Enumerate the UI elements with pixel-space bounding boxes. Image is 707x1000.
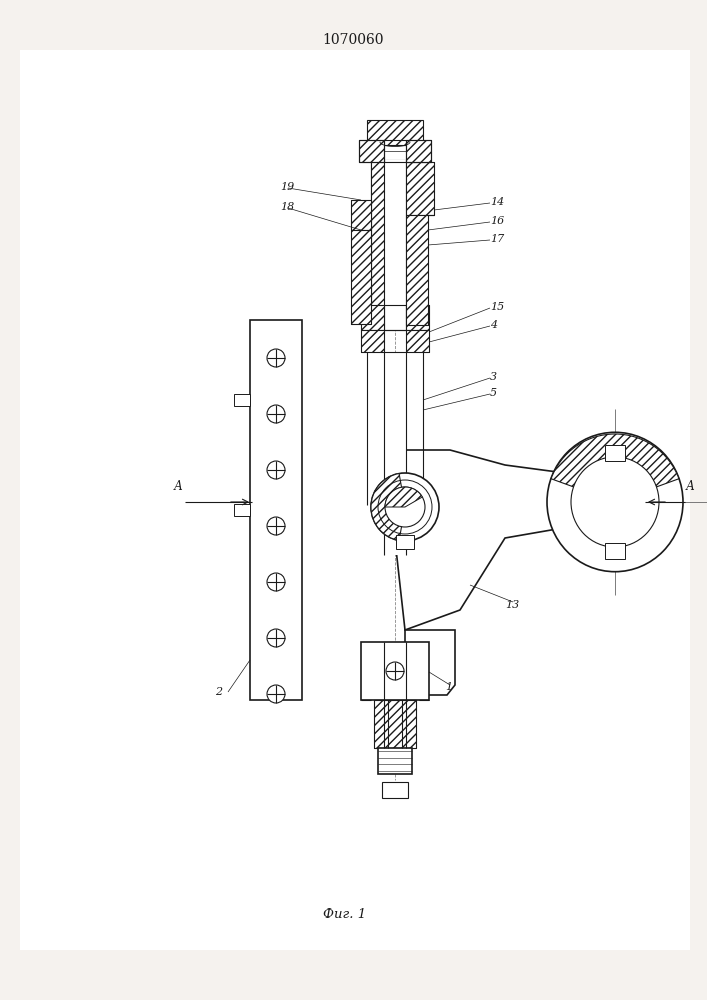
Text: 14: 14 — [490, 197, 504, 207]
Bar — [406, 140, 431, 162]
Bar — [406, 330, 429, 352]
Bar — [384, 160, 406, 330]
Text: 4: 4 — [490, 320, 497, 330]
Bar — [359, 140, 384, 162]
Text: 18: 18 — [280, 202, 294, 212]
Polygon shape — [385, 450, 580, 630]
Bar — [361, 642, 429, 700]
Bar — [234, 504, 250, 516]
Text: А: А — [686, 480, 694, 493]
Bar — [361, 305, 384, 330]
Bar — [351, 200, 371, 230]
Bar — [351, 230, 371, 324]
Bar — [605, 445, 625, 461]
Bar — [406, 215, 428, 325]
Wedge shape — [385, 487, 422, 507]
Circle shape — [267, 685, 285, 703]
Ellipse shape — [547, 432, 683, 572]
Bar — [374, 700, 416, 748]
Text: Фиг. 1: Фиг. 1 — [323, 908, 366, 922]
Bar — [406, 160, 419, 330]
Bar — [367, 120, 423, 145]
Circle shape — [385, 487, 425, 527]
Circle shape — [386, 662, 404, 680]
Text: 15: 15 — [490, 302, 504, 312]
Bar — [351, 200, 371, 230]
Bar — [378, 748, 412, 774]
Bar — [406, 162, 434, 215]
Text: 1: 1 — [445, 682, 452, 692]
Bar — [351, 230, 371, 324]
Bar — [374, 700, 416, 748]
Text: 17: 17 — [490, 234, 504, 244]
Bar — [361, 330, 384, 352]
Text: 2: 2 — [215, 687, 222, 697]
Bar — [359, 140, 431, 162]
Bar — [361, 330, 429, 352]
Text: 1070060: 1070060 — [322, 33, 384, 47]
Bar — [406, 162, 434, 215]
Circle shape — [267, 517, 285, 535]
Bar — [250, 320, 302, 700]
Bar — [234, 394, 250, 406]
Text: 16: 16 — [490, 216, 504, 226]
Text: 5: 5 — [490, 388, 497, 398]
Bar — [384, 352, 406, 555]
Bar — [382, 782, 408, 798]
Ellipse shape — [571, 457, 659, 547]
Circle shape — [267, 629, 285, 647]
Text: А: А — [173, 480, 182, 493]
Circle shape — [371, 473, 439, 541]
Bar — [605, 543, 625, 559]
Circle shape — [267, 573, 285, 591]
Bar — [406, 305, 429, 330]
Polygon shape — [405, 630, 455, 695]
Circle shape — [267, 461, 285, 479]
Text: 19: 19 — [280, 182, 294, 192]
Text: 13: 13 — [505, 600, 519, 610]
Wedge shape — [371, 474, 405, 540]
Wedge shape — [551, 434, 679, 502]
Circle shape — [267, 349, 285, 367]
Bar — [371, 160, 384, 330]
Circle shape — [267, 405, 285, 423]
Bar — [406, 215, 428, 325]
Bar — [361, 305, 429, 330]
Text: 3: 3 — [490, 372, 497, 382]
Bar — [396, 535, 414, 549]
